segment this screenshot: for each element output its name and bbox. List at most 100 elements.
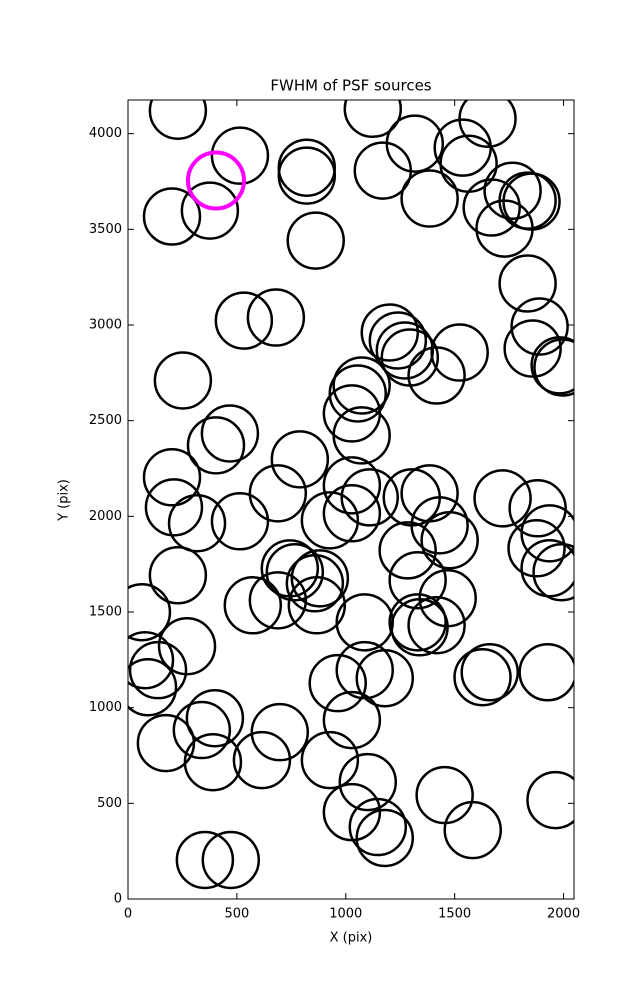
source-circle	[142, 448, 202, 507]
plot-area	[128, 100, 574, 890]
x-tick-label: 0	[124, 907, 132, 922]
source-circle	[460, 643, 519, 702]
source-circle	[430, 323, 489, 382]
source-circle	[518, 643, 574, 702]
source-circle	[153, 351, 213, 410]
source-circle	[232, 730, 292, 790]
source-circle	[473, 469, 532, 528]
source-circle	[378, 521, 437, 580]
source-circle	[338, 752, 398, 812]
source-circle	[348, 797, 408, 857]
source-circle	[420, 511, 479, 570]
source-circle	[167, 493, 227, 553]
source-circle	[360, 303, 420, 362]
y-tick-label: 1000	[89, 700, 122, 715]
source-circle	[340, 468, 399, 527]
y-tick-label: 0	[114, 892, 122, 907]
source-circle	[308, 653, 367, 713]
source-circle	[407, 595, 466, 655]
y-tick-label: 500	[97, 796, 122, 811]
y-tick-label: 3500	[89, 222, 122, 237]
source-circle	[128, 657, 178, 717]
source-circle	[388, 593, 447, 652]
source-circle	[510, 297, 569, 356]
plot-frame	[127, 99, 575, 900]
y-tick-label: 1500	[89, 605, 122, 620]
source-circle	[248, 571, 308, 630]
source-circle	[144, 478, 204, 537]
source-circle	[332, 356, 391, 415]
source-circle	[223, 576, 283, 635]
source-circle	[183, 732, 243, 792]
source-circle	[507, 519, 566, 578]
source-circle	[148, 546, 208, 605]
source-circle	[508, 479, 567, 538]
source-circle	[322, 484, 382, 543]
x-tick-label: 2000	[547, 907, 580, 922]
source-circle	[407, 346, 466, 405]
source-circle	[443, 800, 502, 860]
source-circle	[300, 491, 360, 550]
source-circle	[210, 492, 270, 551]
source-circle	[185, 688, 245, 748]
source-circle	[290, 549, 350, 608]
source-circle	[388, 550, 447, 610]
source-circle	[214, 291, 274, 350]
y-tick-label: 3000	[89, 318, 122, 333]
source-circle	[322, 690, 382, 750]
source-circle	[533, 338, 574, 397]
x-tick-label: 500	[224, 907, 249, 922]
source-circle	[520, 538, 574, 598]
source-circle	[201, 830, 261, 890]
source-circle	[530, 336, 574, 395]
source-circle	[148, 100, 208, 140]
source-circle	[328, 364, 388, 423]
source-circle	[287, 576, 347, 635]
source-circle	[270, 430, 330, 489]
source-circle	[355, 648, 415, 708]
source-circle	[520, 504, 574, 563]
source-circle	[355, 808, 415, 868]
source-circle	[186, 416, 246, 475]
source-circle	[128, 582, 172, 642]
source-circle	[250, 702, 310, 762]
y-tick-label: 4000	[89, 126, 122, 141]
x-tick-label: 1500	[438, 907, 471, 922]
source-circle	[502, 172, 561, 231]
source-circle	[498, 254, 557, 313]
source-circle	[483, 161, 542, 220]
source-circle	[410, 496, 469, 555]
source-circle	[458, 100, 517, 148]
source-circle	[265, 542, 325, 602]
source-circle	[390, 598, 449, 657]
source-circle	[157, 617, 217, 676]
source-circle	[142, 187, 202, 246]
source-circle	[286, 211, 345, 270]
source-circle	[343, 100, 403, 139]
source-circle	[277, 146, 337, 205]
source-circle	[175, 830, 235, 890]
source-circle	[285, 554, 345, 613]
source-circle	[248, 464, 308, 523]
source-circle	[322, 456, 382, 515]
source-circle	[128, 630, 175, 690]
chart-title: FWHM of PSF sources	[270, 77, 431, 95]
source-circle	[526, 770, 574, 830]
source-circle	[453, 647, 512, 707]
source-circle	[332, 406, 391, 465]
source-circle	[172, 700, 232, 760]
x-tick-label: 1000	[329, 907, 362, 922]
source-circle	[462, 178, 521, 237]
source-circle	[368, 311, 428, 370]
source-circle	[210, 126, 270, 185]
source-circle	[180, 181, 240, 240]
x-axis-label: X (pix)	[330, 931, 373, 946]
y-tick-label: 2500	[89, 413, 122, 428]
y-tick-label: 2000	[89, 509, 122, 524]
source-circle	[400, 169, 459, 228]
source-circle	[246, 288, 306, 347]
source-circle	[300, 730, 360, 790]
source-circle	[353, 141, 413, 200]
source-circle	[185, 150, 246, 211]
